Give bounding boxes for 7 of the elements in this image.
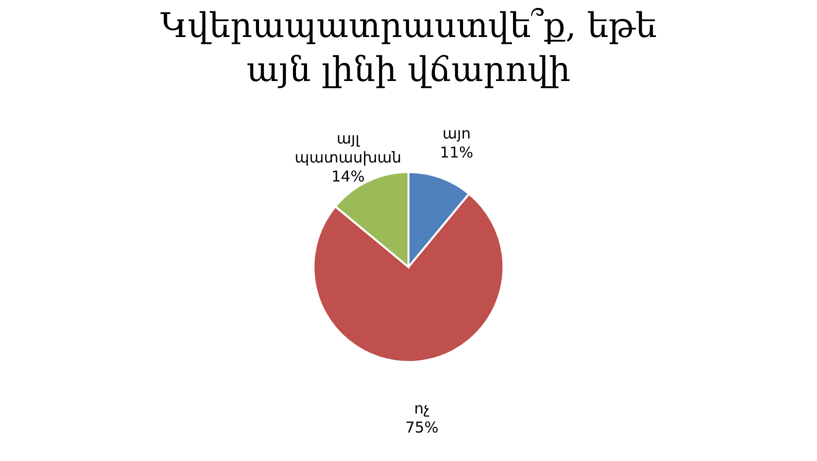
data-label: 11%	[440, 143, 474, 162]
chart-title: Կվերապատրաստվե՞ք, եթե այն լինի վճարովի	[160, 6, 657, 90]
data-label: 75%	[405, 418, 439, 436]
slice-label: այո	[442, 124, 471, 142]
slice-label: ոչ	[414, 399, 430, 418]
slice-label: այլ պատասխան	[294, 130, 402, 167]
data-label: 14%	[331, 168, 365, 186]
